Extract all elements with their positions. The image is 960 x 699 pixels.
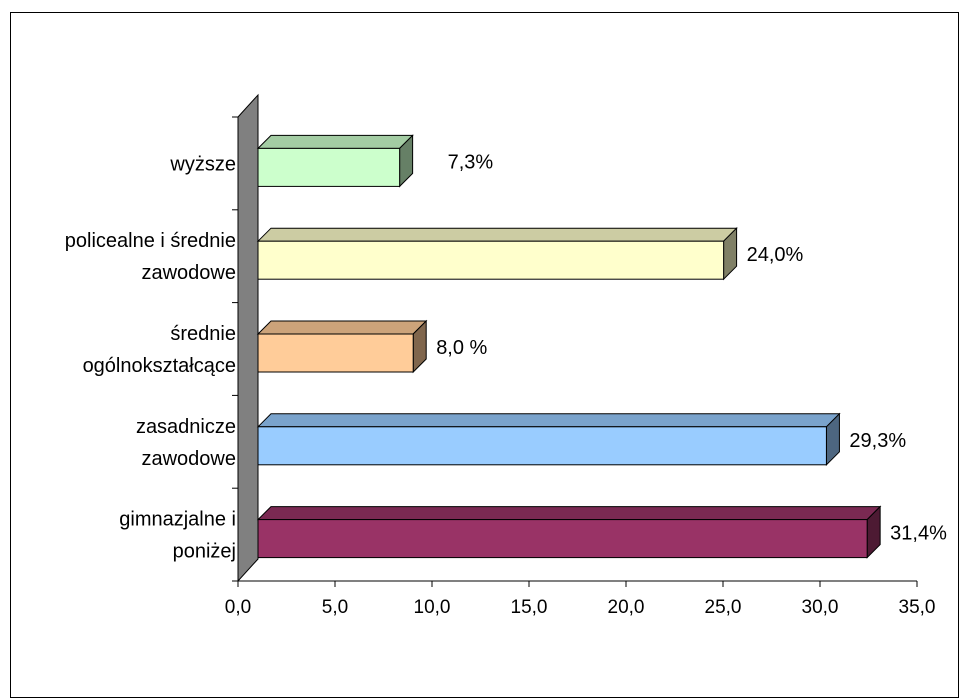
- category-label: zasadnicze zawodowe: [136, 416, 236, 470]
- bar-front-face: [257, 147, 401, 187]
- bar: [256, 319, 428, 374]
- x-tick-label: 0,0: [225, 597, 251, 618]
- bar-front-face: [257, 519, 868, 559]
- bar-front-face: [257, 240, 725, 280]
- bar-front-face: [257, 333, 414, 373]
- bar: [256, 134, 414, 188]
- bar: [256, 505, 882, 559]
- x-tick-label: 25,0: [705, 597, 742, 618]
- category-label: policealne i średnie zawodowe: [65, 230, 236, 284]
- data-label: 29,3%: [849, 430, 906, 452]
- bar: [256, 226, 738, 281]
- chart-border: [10, 12, 959, 698]
- bar-top-face: [256, 134, 414, 149]
- bar-top-face: [256, 320, 428, 335]
- side-wall: [237, 93, 259, 583]
- data-label: 24,0%: [747, 244, 804, 266]
- bar-front-face: [257, 426, 827, 466]
- data-label: 31,4%: [890, 523, 947, 545]
- x-tick-label: 10,0: [414, 597, 451, 618]
- x-tick-label: 5,0: [322, 597, 348, 618]
- data-label: 7,3%: [448, 151, 494, 173]
- x-tick-label: 30,0: [802, 597, 839, 618]
- category-label: gimnazjalne i poniżej: [119, 509, 236, 563]
- bar-top-face: [256, 227, 738, 242]
- bar-top-face: [256, 413, 841, 428]
- bar-top-face: [256, 506, 882, 521]
- x-tick-label: 20,0: [608, 597, 645, 618]
- bar: [256, 412, 841, 467]
- data-label: 8,0 %: [436, 337, 487, 359]
- category-label: średnie ogólnokształcące: [83, 323, 236, 377]
- x-tick-label: 15,0: [511, 597, 548, 618]
- x-tick-label: 35,0: [899, 597, 936, 618]
- category-label: wyższe: [169, 153, 236, 175]
